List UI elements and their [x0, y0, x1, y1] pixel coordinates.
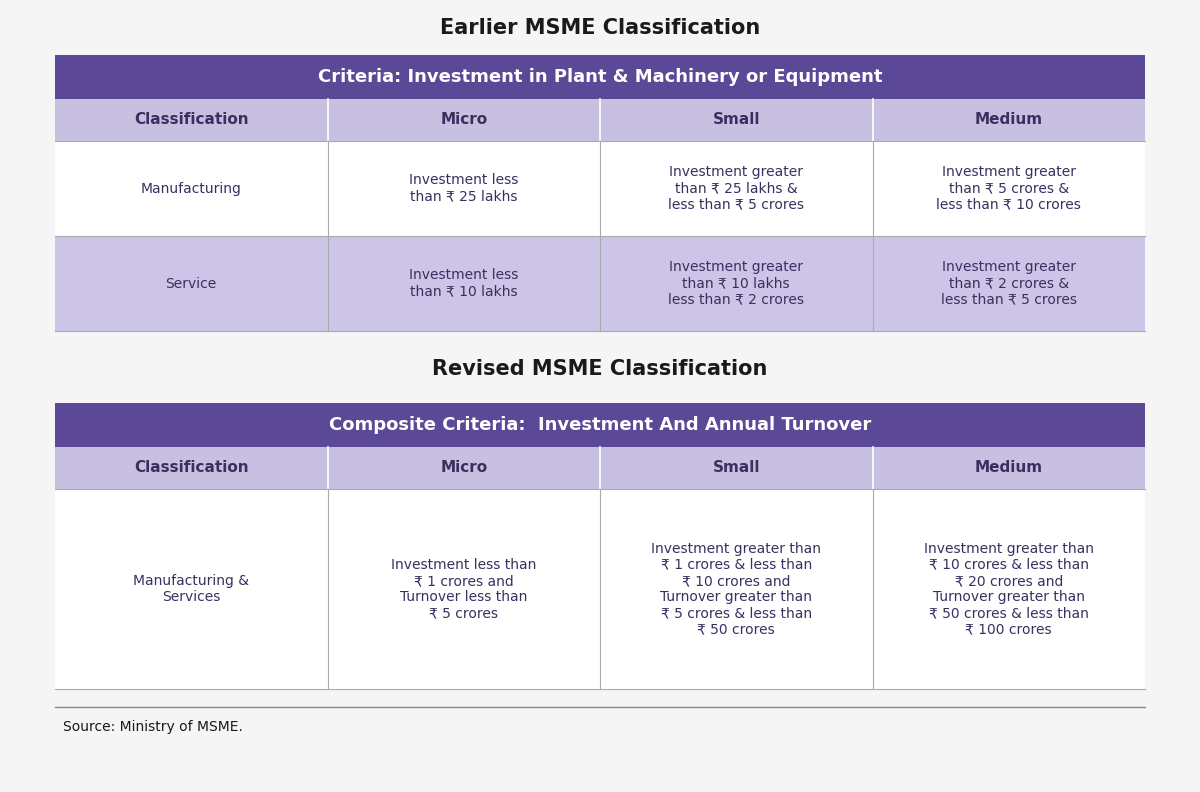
Text: Investment less
than ₹ 25 lakhs: Investment less than ₹ 25 lakhs	[409, 173, 518, 204]
Bar	[55, 447, 1145, 489]
Text: Source: Ministry of MSME.: Source: Ministry of MSME.	[64, 720, 242, 734]
Text: Small: Small	[713, 460, 760, 475]
Bar	[55, 403, 1145, 447]
Text: Manufacturing: Manufacturing	[140, 181, 241, 196]
Text: Small: Small	[713, 112, 760, 128]
Text: Investment greater than
₹ 10 crores & less than
₹ 20 crores and
Turnover greater: Investment greater than ₹ 10 crores & le…	[924, 542, 1093, 637]
Text: Investment greater
than ₹ 2 crores &
less than ₹ 5 crores: Investment greater than ₹ 2 crores & les…	[941, 261, 1076, 307]
Bar	[55, 55, 1145, 99]
Text: Service: Service	[166, 276, 217, 291]
Text: Medium: Medium	[974, 112, 1043, 128]
Bar	[55, 236, 1145, 331]
Text: Investment greater
than ₹ 10 lakhs
less than ₹ 2 crores: Investment greater than ₹ 10 lakhs less …	[668, 261, 804, 307]
Text: Investment greater
than ₹ 5 crores &
less than ₹ 10 crores: Investment greater than ₹ 5 crores & les…	[936, 166, 1081, 211]
Text: Criteria: Investment in Plant & Machinery or Equipment: Criteria: Investment in Plant & Machiner…	[318, 68, 882, 86]
Text: Revised MSME Classification: Revised MSME Classification	[432, 359, 768, 379]
Text: Investment less
than ₹ 10 lakhs: Investment less than ₹ 10 lakhs	[409, 268, 518, 299]
Bar	[55, 489, 1145, 689]
Bar	[55, 99, 1145, 141]
Text: Investment less than
₹ 1 crores and
Turnover less than
₹ 5 crores: Investment less than ₹ 1 crores and Turn…	[391, 558, 536, 620]
Bar	[55, 141, 1145, 236]
Text: Manufacturing &
Services: Manufacturing & Services	[133, 574, 250, 604]
Text: Medium: Medium	[974, 460, 1043, 475]
Text: Investment greater
than ₹ 25 lakhs &
less than ₹ 5 crores: Investment greater than ₹ 25 lakhs & les…	[668, 166, 804, 211]
Text: Classification: Classification	[134, 112, 248, 128]
Text: Micro: Micro	[440, 112, 487, 128]
Text: Composite Criteria:  Investment And Annual Turnover: Composite Criteria: Investment And Annua…	[329, 416, 871, 434]
Text: Classification: Classification	[134, 460, 248, 475]
Text: Earlier MSME Classification: Earlier MSME Classification	[440, 18, 760, 38]
Text: Micro: Micro	[440, 460, 487, 475]
Text: Investment greater than
₹ 1 crores & less than
₹ 10 crores and
Turnover greater : Investment greater than ₹ 1 crores & les…	[652, 542, 821, 637]
